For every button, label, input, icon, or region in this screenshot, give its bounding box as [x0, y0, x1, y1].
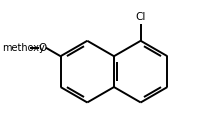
Text: methoxy: methoxy [2, 43, 45, 53]
Text: O: O [39, 43, 47, 53]
Text: Cl: Cl [135, 12, 146, 22]
